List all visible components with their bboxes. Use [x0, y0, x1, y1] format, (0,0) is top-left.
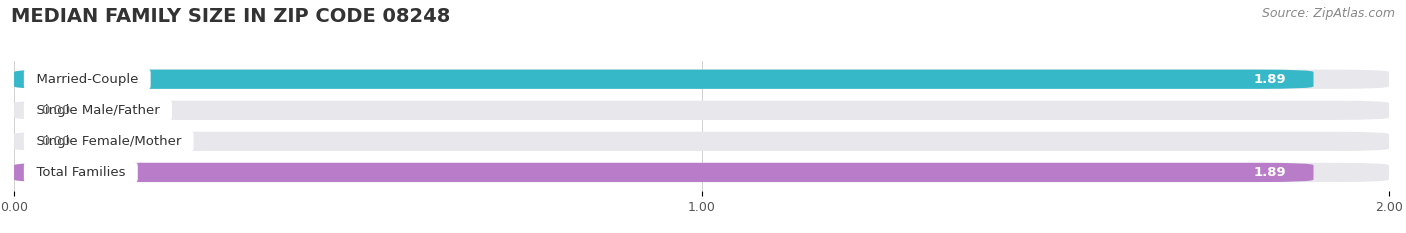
- Text: 1.89: 1.89: [1253, 166, 1286, 179]
- Text: Single Female/Mother: Single Female/Mother: [28, 135, 190, 148]
- Text: 1.89: 1.89: [1253, 73, 1286, 86]
- FancyBboxPatch shape: [14, 163, 1389, 182]
- FancyBboxPatch shape: [14, 132, 1389, 151]
- FancyBboxPatch shape: [14, 101, 1389, 120]
- FancyBboxPatch shape: [14, 70, 1313, 89]
- FancyBboxPatch shape: [14, 70, 1389, 89]
- Text: Married-Couple: Married-Couple: [28, 73, 146, 86]
- Text: Source: ZipAtlas.com: Source: ZipAtlas.com: [1261, 7, 1395, 20]
- Text: MEDIAN FAMILY SIZE IN ZIP CODE 08248: MEDIAN FAMILY SIZE IN ZIP CODE 08248: [11, 7, 450, 26]
- Text: 0.00: 0.00: [42, 135, 70, 148]
- Text: 0.00: 0.00: [42, 104, 70, 117]
- Text: Single Male/Father: Single Male/Father: [28, 104, 169, 117]
- FancyBboxPatch shape: [14, 163, 1313, 182]
- Text: Total Families: Total Families: [28, 166, 134, 179]
